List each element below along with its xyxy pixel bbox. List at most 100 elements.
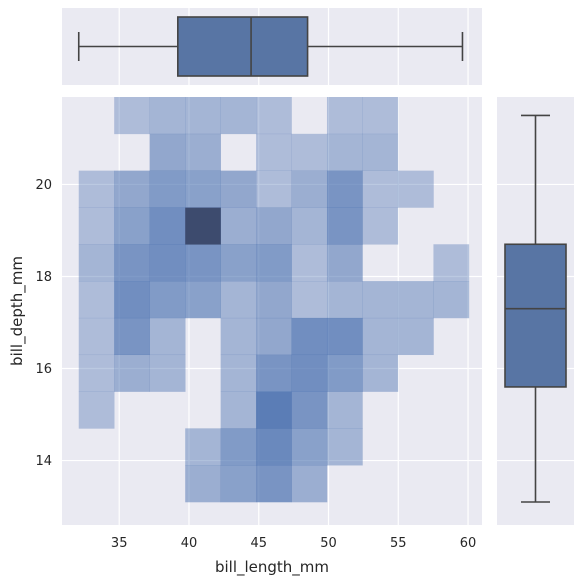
histogram-cell	[78, 317, 115, 356]
x-tick-labels: 35 40 45 50 55 60	[111, 536, 476, 551]
histogram-cell	[326, 207, 363, 245]
histogram-cell	[185, 465, 221, 503]
histogram-cell	[220, 465, 257, 503]
histogram-cell	[220, 391, 257, 429]
histogram-cell	[149, 317, 186, 356]
histogram-cell	[291, 207, 328, 245]
x-tick-label: 50	[320, 536, 337, 551]
histogram-cell	[291, 428, 328, 466]
histogram-cell	[433, 244, 470, 282]
histogram-cell	[326, 428, 363, 466]
histogram-cell	[78, 354, 115, 392]
y-tick-label: 16	[35, 362, 52, 377]
histogram-cell	[78, 207, 115, 245]
histogram-cell	[291, 354, 328, 392]
histogram-cell	[114, 97, 150, 135]
x-tick-label: 60	[460, 536, 477, 551]
histogram-cell	[326, 97, 363, 135]
histogram-cell	[78, 391, 115, 429]
histogram-cell	[397, 317, 434, 356]
histogram-cell	[149, 354, 186, 392]
histogram-cell	[433, 281, 470, 319]
histogram-cell	[185, 244, 221, 282]
x-tick-label: 40	[181, 536, 198, 551]
histogram-cell	[326, 170, 363, 208]
histogram-cell	[326, 391, 363, 429]
histogram-cell	[256, 207, 292, 245]
histogram-cell	[220, 317, 257, 356]
histogram-cell	[149, 207, 186, 245]
histogram-cell	[256, 97, 292, 135]
right-marginal-boxplot	[504, 114, 567, 503]
histogram-cell	[291, 170, 328, 208]
histogram-cell	[114, 354, 150, 392]
histogram-cell	[185, 170, 221, 208]
histogram-cell	[362, 207, 399, 245]
x-tick-label: 55	[390, 536, 407, 551]
histogram-cell	[220, 428, 257, 466]
histogram-cell	[114, 317, 150, 356]
histogram-cell	[256, 244, 292, 282]
y-axis-label: bill_depth_mm	[8, 256, 27, 366]
y-tick-label: 14	[35, 454, 52, 469]
histogram-cell	[362, 170, 399, 208]
histogram-cell	[291, 244, 328, 282]
x-axis-label: bill_length_mm	[215, 558, 329, 577]
histogram-cell	[114, 244, 150, 282]
histogram-cell	[78, 281, 115, 319]
histogram-cell	[326, 244, 363, 282]
histogram-cell	[220, 97, 257, 135]
histogram-cell	[362, 281, 399, 319]
histogram-cell	[256, 465, 292, 503]
histogram-cell	[397, 281, 434, 319]
histogram-cell	[291, 391, 328, 429]
y-tick-labels: 14 16 18 20	[35, 178, 52, 469]
histogram-cells	[78, 97, 470, 503]
histogram-cell	[114, 207, 150, 245]
histogram-cell	[114, 281, 150, 319]
histogram-cell	[397, 170, 434, 208]
histogram-cell	[256, 354, 292, 392]
top-marginal-boxplot	[77, 16, 464, 77]
histogram-cell	[291, 281, 328, 319]
box-iqr	[177, 16, 309, 77]
histogram-cell	[326, 133, 363, 171]
histogram-cell	[291, 465, 328, 503]
histogram-cell	[78, 170, 115, 208]
histogram-cell	[362, 354, 399, 392]
histogram-cell	[220, 170, 257, 208]
histogram-cell	[326, 317, 363, 356]
histogram-cell	[220, 354, 257, 392]
histogram-cell	[220, 207, 257, 245]
histogram-cell	[326, 281, 363, 319]
x-tick-label: 45	[250, 536, 267, 551]
histogram-cell	[291, 317, 328, 356]
histogram-cell	[326, 354, 363, 392]
histogram-cell	[256, 133, 292, 171]
histogram-cell	[362, 317, 399, 356]
histogram-cell	[362, 97, 399, 135]
histogram-cell	[291, 133, 328, 171]
histogram-cell	[149, 170, 186, 208]
histogram-cell	[185, 133, 221, 171]
histogram-cell	[149, 97, 186, 135]
histogram-cell	[256, 317, 292, 356]
histogram-cell	[185, 207, 221, 245]
histogram-cell	[220, 281, 257, 319]
histogram-cell	[114, 170, 150, 208]
histogram-cell	[362, 133, 399, 171]
histogram-cell	[78, 244, 115, 282]
histogram-cell	[220, 244, 257, 282]
histogram-cell	[149, 244, 186, 282]
histogram-cell	[185, 97, 221, 135]
histogram-cell	[149, 281, 186, 319]
histogram-cell	[256, 281, 292, 319]
histogram-cell	[185, 281, 221, 319]
x-tick-label: 35	[111, 536, 128, 551]
histogram-cell	[149, 133, 186, 171]
box-iqr	[504, 243, 567, 388]
y-tick-label: 20	[35, 178, 52, 193]
histogram-cell	[256, 391, 292, 429]
histogram-cell	[256, 428, 292, 466]
